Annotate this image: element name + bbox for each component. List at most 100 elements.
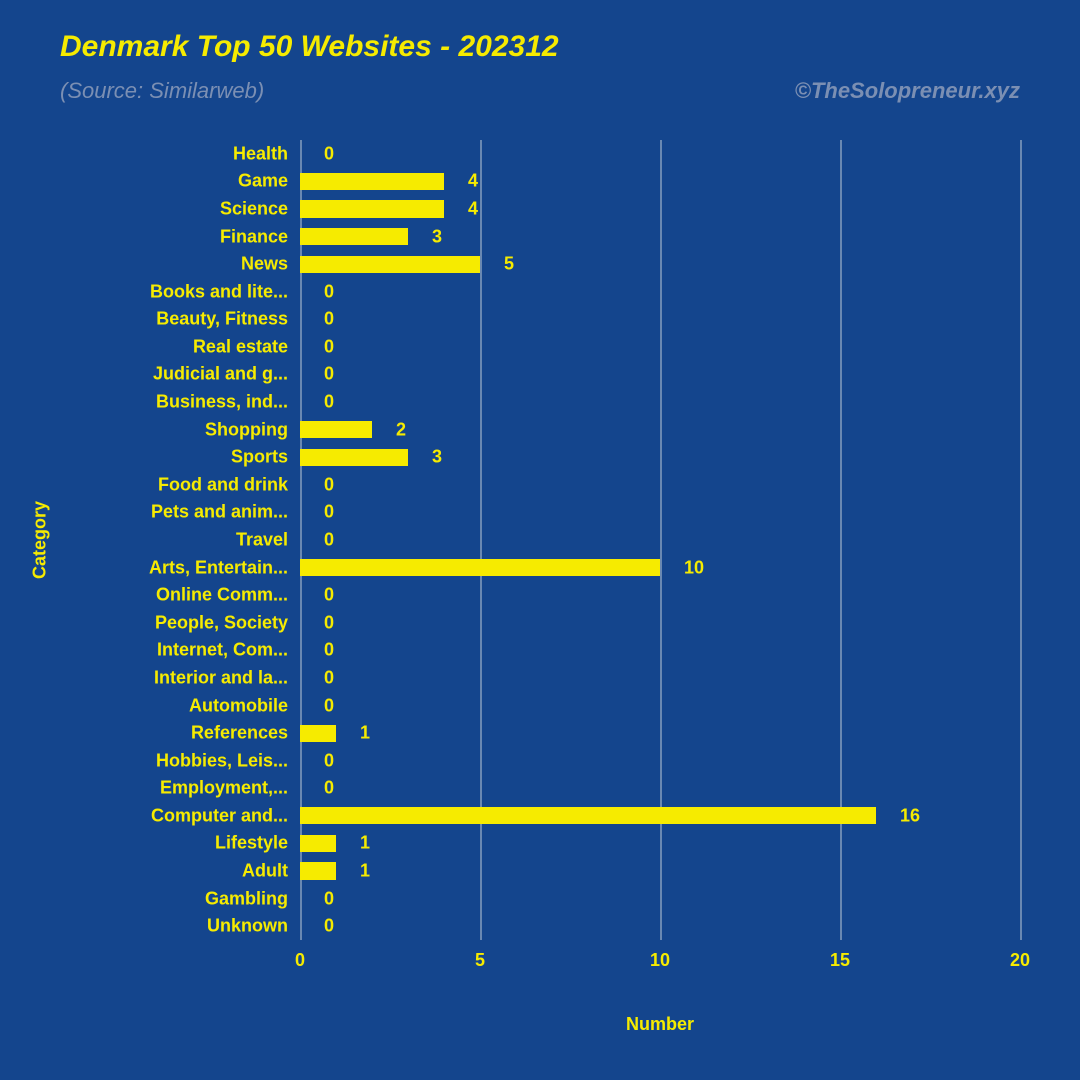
bar [300,862,336,879]
value-label: 0 [324,667,334,688]
bar-row: References1 [300,725,1020,742]
value-label: 3 [432,226,442,247]
value-label: 0 [324,336,334,357]
category-label: Shopping [205,419,300,440]
category-label: Beauty, Fitness [156,309,300,330]
bar-row: Online Comm...0 [300,587,1020,604]
value-label: 0 [324,916,334,937]
bar-row: News5 [300,256,1020,273]
bar-row: Finance3 [300,228,1020,245]
category-label: Health [233,143,300,164]
x-tick-label: 10 [650,950,670,971]
value-label: 5 [504,254,514,275]
bar-row: Sports3 [300,449,1020,466]
category-label: Lifestyle [215,833,300,854]
category-label: Food and drink [158,474,300,495]
bar-row: Computer and...16 [300,807,1020,824]
bar [300,449,408,466]
chart-canvas: Denmark Top 50 Websites - 202312 (Source… [0,0,1080,1080]
category-label: Game [238,171,300,192]
category-label: Books and lite... [150,281,300,302]
bar-row: Books and lite...0 [300,283,1020,300]
value-label: 0 [324,502,334,523]
chart-watermark: ©TheSolopreneur.xyz [795,78,1020,104]
value-label: 0 [324,640,334,661]
bar-row: Internet, Com...0 [300,642,1020,659]
bar-row: Business, ind...0 [300,394,1020,411]
bar [300,835,336,852]
bar-row: Science4 [300,200,1020,217]
bar-row: Lifestyle1 [300,835,1020,852]
value-label: 0 [324,143,334,164]
bar-row: Adult1 [300,862,1020,879]
category-label: People, Society [155,612,300,633]
bar-row: Health0 [300,145,1020,162]
category-label: Adult [242,861,300,882]
chart-subtitle: (Source: Similarweb) [60,78,264,104]
bar-row: Interior and la...0 [300,669,1020,686]
bar [300,228,408,245]
bar [300,559,660,576]
value-label: 0 [324,392,334,413]
bar-row: Beauty, Fitness0 [300,311,1020,328]
bar [300,725,336,742]
category-label: Interior and la... [154,667,300,688]
bar-row: Automobile0 [300,697,1020,714]
value-label: 0 [324,309,334,330]
category-label: Pets and anim... [151,502,300,523]
category-label: Judicial and g... [153,364,300,385]
category-label: Automobile [189,695,300,716]
bar-row: Real estate0 [300,338,1020,355]
bar-row: Shopping2 [300,421,1020,438]
bar-row: Pets and anim...0 [300,504,1020,521]
plot-area: Number 05101520Health0Game4Science4Finan… [300,140,1020,940]
category-label: News [241,254,300,275]
category-label: Computer and... [151,805,300,826]
category-label: References [191,723,300,744]
category-label: Travel [236,529,300,550]
y-axis-label: Category [30,501,51,579]
bar-row: Game4 [300,173,1020,190]
category-label: Finance [220,226,300,247]
category-label: Hobbies, Leis... [156,750,300,771]
category-label: Unknown [207,916,300,937]
value-label: 0 [324,612,334,633]
value-label: 0 [324,888,334,909]
category-label: Business, ind... [156,392,300,413]
bar-row: Arts, Entertain...10 [300,559,1020,576]
bar [300,173,444,190]
x-tick-label: 20 [1010,950,1030,971]
value-label: 0 [324,474,334,495]
value-label: 4 [468,198,478,219]
value-label: 1 [360,833,370,854]
value-label: 0 [324,364,334,385]
category-label: Online Comm... [156,585,300,606]
category-label: Arts, Entertain... [149,557,300,578]
x-tick-label: 0 [295,950,305,971]
value-label: 1 [360,723,370,744]
category-label: Real estate [193,336,300,357]
value-label: 0 [324,750,334,771]
category-label: Science [220,198,300,219]
category-label: Internet, Com... [157,640,300,661]
bar [300,200,444,217]
value-label: 0 [324,695,334,716]
value-label: 3 [432,447,442,468]
bar-row: Hobbies, Leis...0 [300,752,1020,769]
x-tick-label: 5 [475,950,485,971]
x-tick-label: 15 [830,950,850,971]
value-label: 0 [324,778,334,799]
value-label: 2 [396,419,406,440]
bar-row: Gambling0 [300,890,1020,907]
chart-title: Denmark Top 50 Websites - 202312 [60,30,559,64]
value-label: 16 [900,805,920,826]
value-label: 0 [324,281,334,302]
bar-row: Judicial and g...0 [300,366,1020,383]
bar-row: Employment,...0 [300,780,1020,797]
bar [300,807,876,824]
value-label: 10 [684,557,704,578]
category-label: Sports [231,447,300,468]
value-label: 4 [468,171,478,192]
bar-row: People, Society0 [300,614,1020,631]
value-label: 0 [324,585,334,606]
